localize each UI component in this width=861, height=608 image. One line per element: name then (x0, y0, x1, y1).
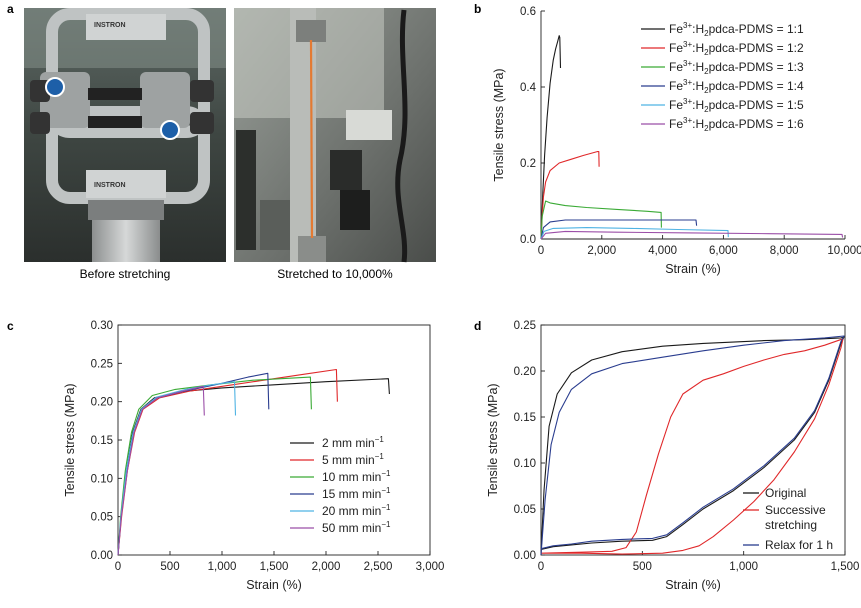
stretched-specimen (309, 39, 314, 239)
brand-label-bottom: INSTRON (94, 182, 126, 189)
y-tick-label: 0.20 (514, 366, 536, 378)
series-line (540, 35, 562, 240)
x-tick-label: 1,500 (260, 561, 289, 573)
legend-entry: Fe3+:H2pdca-PDMS = 1:3 (669, 59, 804, 76)
x-tick-label: 4,000 (648, 245, 677, 257)
legend-entry: Fe3+:H2pdca-PDMS = 1:1 (669, 21, 804, 38)
series-line (540, 230, 844, 240)
legend-entry: Fe3+:H2pdca-PDMS = 1:6 (669, 116, 804, 133)
x-tick-label: 0 (538, 561, 544, 573)
y-tick-label: 0.00 (91, 550, 113, 562)
safety-sign-icon (160, 120, 180, 140)
x-tick-label: 500 (160, 561, 179, 573)
legend-entry: 20 mm min−1 (322, 503, 391, 518)
panel-c-label: c (7, 319, 14, 333)
x-tick-label: 2,500 (364, 561, 393, 573)
x-tick-label: 1,000 (729, 561, 758, 573)
chart-panel-d: 0 500 1,000 1,500 0.00 0.05 0.10 0.15 0.20 0.25 St… (486, 320, 859, 592)
y-tick-label: 0.25 (514, 320, 536, 332)
y-tick-label: 0.05 (91, 512, 113, 524)
x-tick-label: 10,000 (827, 245, 861, 257)
series-line (117, 381, 237, 556)
x-axis-label: Strain (%) (246, 578, 302, 592)
y-tick-label: 0.10 (91, 473, 113, 485)
series-line (540, 200, 662, 240)
legend-entry: 5 mm min−1 (322, 452, 384, 467)
panel-d-label: d (474, 319, 481, 333)
x-axis-label: Strain (%) (665, 262, 721, 276)
panel-a-label: a (7, 2, 14, 16)
legend-entry: Relax for 1 h (765, 538, 833, 552)
x-tick-label: 1,500 (831, 561, 860, 573)
legend-entry: Fe3+:H2pdca-PDMS = 1:5 (669, 97, 804, 114)
y-tick-label: 0.00 (514, 550, 536, 562)
legend-entry: 10 mm min−1 (322, 469, 391, 484)
legend-entry: Original (765, 486, 806, 500)
legend-entry: Fe3+:H2pdca-PDMS = 1:4 (669, 78, 804, 95)
y-tick-label: 0.05 (514, 504, 536, 516)
series-line (540, 219, 698, 240)
y-axis-label: Tensile stress (MPa) (63, 383, 77, 496)
photo-before-stretching: INSTRON INSTRON (24, 8, 226, 262)
legend-entry: Successive (765, 503, 826, 517)
series-line (117, 376, 312, 556)
x-tick-label: 0 (115, 561, 121, 573)
series-line (540, 336, 845, 556)
caption-stretched: Stretched to 10,000% (277, 267, 393, 281)
x-tick-label: 2,000 (587, 245, 616, 257)
series-line (540, 151, 600, 240)
series-line (540, 227, 729, 240)
photo-stretched (234, 8, 436, 263)
series-line (117, 372, 270, 556)
y-tick-label: 0.6 (520, 6, 536, 18)
x-tick-label: 3,000 (416, 561, 445, 573)
y-tick-label: 0.15 (514, 412, 536, 424)
series-line (117, 385, 205, 556)
y-tick-label: 0.25 (91, 358, 113, 370)
y-tick-label: 0.0 (520, 234, 536, 246)
y-tick-label: 0.30 (91, 320, 113, 332)
y-tick-label: 0.15 (91, 435, 113, 447)
series-line (540, 338, 844, 555)
x-tick-label: 500 (633, 561, 652, 573)
x-tick-label: 0 (538, 245, 544, 257)
legend-entry: 50 mm min−1 (322, 520, 391, 535)
chart-panel-c: 0 500 1,000 1,500 2,000 2,500 3,000 0.00 0.05 0.1… (63, 320, 444, 592)
panel-b-label: b (474, 2, 481, 16)
y-tick-label: 0.10 (514, 458, 536, 470)
y-tick-label: 0.2 (520, 158, 536, 170)
legend-entry: 2 mm min−1 (322, 435, 384, 450)
chart-panel-b: 0 2,000 4,000 6,000 8,000 10,000 0.0 0.2 0.4 0.6 S… (492, 6, 861, 276)
legend-entry: 15 mm min−1 (322, 486, 391, 501)
legend-entry: stretching (765, 518, 817, 532)
legend-entry: Fe3+:H2pdca-PDMS = 1:2 (669, 40, 804, 57)
brand-label-top: INSTRON (94, 22, 126, 29)
y-axis-label: Tensile stress (MPa) (492, 68, 506, 181)
x-tick-label: 8,000 (770, 245, 799, 257)
y-axis-label: Tensile stress (MPa) (486, 383, 500, 496)
safety-sign-icon (45, 77, 65, 97)
x-tick-label: 6,000 (709, 245, 738, 257)
y-tick-label: 0.4 (520, 82, 537, 94)
x-tick-label: 2,000 (312, 561, 341, 573)
caption-before-stretching: Before stretching (80, 267, 171, 281)
x-axis-label: Strain (%) (665, 578, 721, 592)
y-tick-label: 0.20 (91, 397, 113, 409)
series-line (540, 335, 845, 556)
x-tick-label: 1,000 (208, 561, 237, 573)
plot-frame (540, 324, 846, 556)
